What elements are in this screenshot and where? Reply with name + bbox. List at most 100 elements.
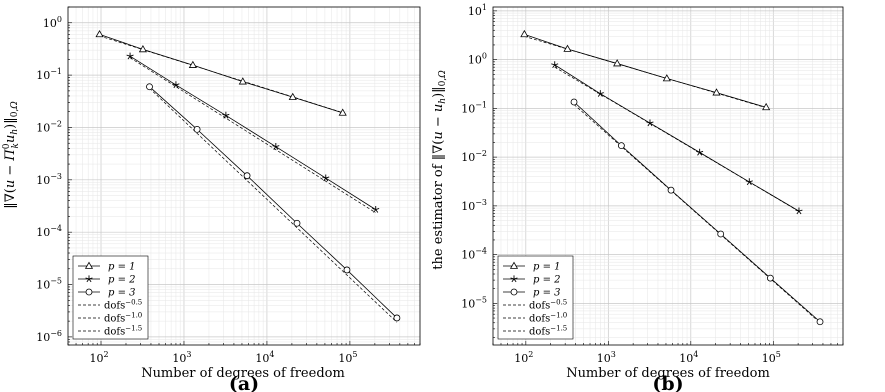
series-line [554,64,800,212]
data-point [146,83,153,91]
y-axis-label-b: the estimator of ‖∇(u − uh)‖0,Ω [431,70,448,270]
data-point [238,77,247,85]
y-tick-label: 10−5 [36,277,62,292]
axis-ticks-b: 102 103 104 105 10−5 10−4 10−3 10−2 10−1 100 101 [461,3,844,365]
data-point [288,92,297,100]
series-lines-a [95,29,401,322]
data-point [222,111,230,119]
plot-frame-b [492,6,844,346]
data-point [766,274,774,282]
legend-label: p = 3 [533,288,561,299]
x-tick-label: 105 [338,350,357,365]
x-tick-label: 105 [762,350,781,365]
legend-label: p = 1 [533,262,561,273]
panel-b: 102 103 104 105 10−5 10−4 10−3 10−2 10−1 100 101 N… [431,3,844,392]
data-point [520,29,529,38]
y-tick-label: 10−1 [36,67,62,82]
legend-label: p = 1 [108,262,136,273]
series-line [99,34,343,114]
legend-label: dofs−1.5 [104,325,142,338]
data-point [272,143,280,150]
legend-marker [510,275,518,283]
data-point [667,186,675,194]
y-tick-label: 10−2 [36,119,62,134]
y-tick-label: 10−4 [461,247,487,262]
series-lines-b [520,29,824,326]
data-point [596,90,604,97]
data-point [172,81,180,89]
y-tick-label: 10−4 [36,224,62,239]
y-tick-label: 10−2 [461,149,487,164]
panel-label-b: (b) [652,373,683,392]
x-tick-label: 102 [514,350,533,365]
data-point [372,205,380,213]
data-point [745,178,753,186]
y-tick-label: 101 [468,3,487,18]
data-point [762,102,771,111]
reference-line [149,88,398,323]
plot-frame-a [67,6,421,346]
grid-lines-b [492,7,844,345]
y-axis-label-a: ‖∇(u − Π0kuh)‖0,Ω [2,101,21,209]
legend-label: dofs−1.0 [529,312,567,325]
series-line [573,101,821,323]
series-line [524,33,767,108]
x-axis-label-b: Number of degrees of freedom [566,366,770,381]
data-point [662,74,671,82]
grid-lines-a [67,6,421,346]
x-tick-label: 103 [597,350,616,365]
y-tick-label: 10−3 [461,198,487,213]
legend-box [72,255,149,340]
data-point [563,44,572,52]
data-point [188,60,197,68]
data-point [613,59,622,67]
data-point [343,266,351,274]
legend-marker [85,275,93,283]
data-point [338,108,347,116]
legend-label: dofs−0.5 [529,299,567,312]
legend-marker [84,261,94,269]
legend-marker [509,261,519,269]
x-tick-label: 103 [172,350,191,365]
legend-label: p = 2 [108,275,136,286]
data-point [193,125,201,133]
data-point [617,142,625,150]
data-point [138,44,148,53]
panel-label-a: (a) [229,373,259,392]
y-tick-label: 10−3 [36,172,62,187]
data-point [551,61,559,69]
data-point [816,318,824,326]
legend-label: dofs−1.0 [104,312,142,325]
series-line [149,86,398,319]
data-point [126,52,134,60]
data-point [293,219,301,227]
axis-ticks-a: 102 103 104 105 10−6 10−5 10−4 10−3 10−2 10−1 100 [36,6,421,365]
x-tick-label: 104 [255,350,274,365]
data-point [646,119,654,127]
data-point [570,98,578,106]
legend-label: p = 3 [108,288,136,299]
data-point [795,207,803,215]
y-tick-label: 100 [468,52,487,67]
y-tick-label: 10−1 [461,100,487,115]
x-axis-label-a: Number of degrees of freedom [141,366,345,381]
x-tick-label: 102 [89,350,108,365]
legend-marker [510,288,518,296]
series-line [129,55,376,210]
legend-box [497,255,574,340]
x-tick-label: 104 [679,350,698,365]
data-point [322,174,330,182]
data-point [393,314,401,322]
y-tick-label: 100 [43,15,62,30]
legend-label: dofs−1.5 [529,325,567,338]
data-point [712,88,721,96]
legend-marker [85,288,93,296]
legend-label: dofs−0.5 [104,299,142,312]
data-point [717,230,725,238]
legend-label: p = 2 [533,275,561,286]
y-tick-label: 10−5 [461,295,487,310]
data-point [95,29,104,38]
